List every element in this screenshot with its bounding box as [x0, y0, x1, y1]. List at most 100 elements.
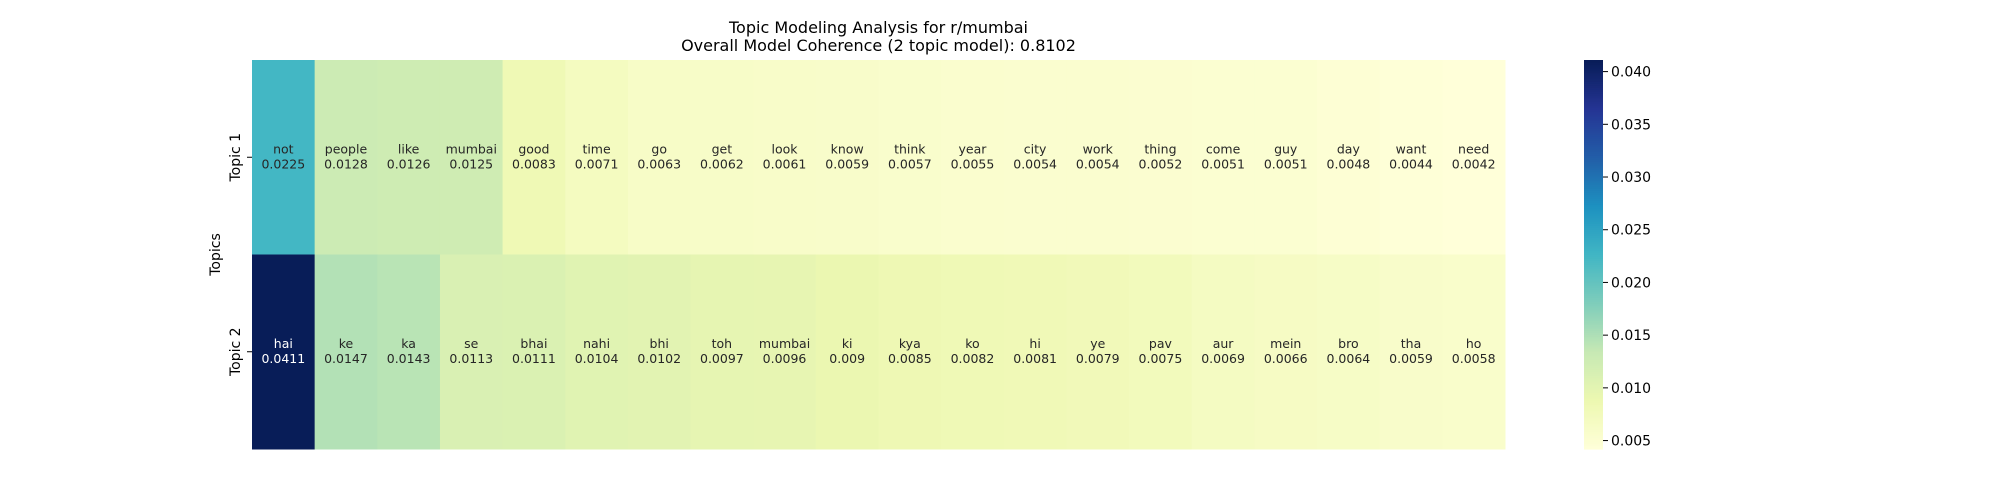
- colorbar-gradient-slice: [1584, 98, 1603, 102]
- colorbar-gradient-slice: [1584, 433, 1603, 436]
- colorbar-gradient-slice: [1584, 386, 1603, 390]
- colorbar-gradient-slice: [1584, 190, 1603, 193]
- colorbar-gradient-slice: [1584, 143, 1603, 147]
- colorbar-gradient-slice: [1584, 248, 1603, 252]
- heatmap-cell: [252, 60, 316, 255]
- colorbar-gradient-slice: [1584, 238, 1603, 242]
- colorbar-gradient-slice: [1584, 324, 1603, 328]
- colorbar-gradient-slice: [1584, 388, 1603, 392]
- colorbar-gradient-slice: [1584, 262, 1603, 265]
- cell-value-label: 0.0069: [1201, 351, 1245, 366]
- colorbar-gradient-slice: [1584, 303, 1603, 306]
- cell-word-label: pav: [1149, 336, 1173, 351]
- colorbar-gradient-slice: [1584, 211, 1603, 215]
- cell-word-label: ke: [339, 336, 354, 351]
- heatmap-cell: [815, 254, 879, 450]
- heatmap-cell: [815, 60, 879, 255]
- heatmap-cell: [1379, 254, 1443, 450]
- colorbar-gradient-slice: [1584, 198, 1603, 201]
- colorbar-gradient-slice: [1584, 108, 1603, 112]
- cell-value-label: 0.0054: [1013, 156, 1057, 171]
- heatmap-cell: [1129, 60, 1193, 255]
- cell-word-label: year: [959, 141, 988, 156]
- colorbar-gradient-slice: [1584, 412, 1603, 415]
- colorbar-gradient-slice: [1584, 369, 1603, 372]
- heatmap-cell: [439, 60, 504, 255]
- cell-word-label: work: [1083, 141, 1114, 156]
- colorbar-gradient-slice: [1584, 283, 1603, 287]
- cell-value-label: 0.0058: [1452, 351, 1496, 366]
- cell-word-label: know: [831, 141, 864, 156]
- colorbar-gradient-slice: [1584, 291, 1603, 294]
- cell-word-label: city: [1024, 141, 1047, 156]
- cell-value-label: 0.0051: [1201, 156, 1245, 171]
- colorbar-gradient-slice: [1584, 310, 1603, 314]
- heatmap-cell: [377, 254, 441, 450]
- cell-value-label: 0.0071: [575, 156, 619, 171]
- colorbar-gradient-slice: [1584, 65, 1603, 69]
- colorbar-gradient-slice: [1584, 289, 1603, 293]
- colorbar-gradient-slice: [1584, 390, 1603, 394]
- heatmap-cell: [1254, 254, 1318, 450]
- colorbar-gradient-slice: [1584, 170, 1603, 174]
- heatmap-cell: [753, 254, 817, 450]
- colorbar-gradient-slice: [1584, 114, 1603, 118]
- heatmap-cell: [627, 60, 692, 255]
- colorbar-gradient-slice: [1584, 219, 1603, 223]
- cell-value-label: 0.0085: [888, 351, 932, 366]
- heatmap-cell: [1191, 60, 1255, 255]
- cell-word-label: think: [894, 141, 926, 156]
- colorbar-gradient-slice: [1584, 180, 1603, 184]
- colorbar-gradient-slice: [1584, 246, 1603, 250]
- heatmap-cell: [627, 254, 692, 450]
- colorbar-gradient-slice: [1584, 96, 1603, 100]
- colorbar-gradient-slice: [1584, 336, 1603, 339]
- heatmap-cells: not0.0225people0.0128like0.0126mumbai0.0…: [252, 60, 1506, 450]
- colorbar-gradient-slice: [1584, 145, 1603, 149]
- heatmap-cell: [252, 254, 316, 450]
- colorbar-gradient-slice: [1584, 338, 1603, 341]
- colorbar-gradient-slice: [1584, 363, 1603, 366]
- cell-value-label: 0.0083: [512, 156, 556, 171]
- cell-word-label: ki: [842, 336, 853, 351]
- colorbar-gradient-slice: [1584, 343, 1603, 347]
- colorbar-tick-label: 0.005: [1611, 434, 1651, 450]
- colorbar-gradient-slice: [1584, 305, 1603, 308]
- cell-word-label: hi: [1029, 336, 1040, 351]
- colorbar-gradient-slice: [1584, 256, 1603, 259]
- colorbar-gradient-slice: [1584, 221, 1603, 224]
- colorbar-gradient-slice: [1584, 425, 1603, 429]
- colorbar-gradient-slice: [1584, 417, 1603, 421]
- cell-value-label: 0.0104: [575, 351, 619, 366]
- colorbar-gradient-slice: [1584, 250, 1603, 254]
- colorbar-gradient-slice: [1584, 423, 1603, 427]
- colorbar-gradient-slice: [1584, 431, 1603, 435]
- cell-word-label: not: [273, 141, 294, 156]
- colorbar-gradient-slice: [1584, 147, 1603, 151]
- colorbar-gradient-slice: [1584, 89, 1603, 92]
- heatmap-cell: [565, 254, 629, 450]
- colorbar-gradient-slice: [1584, 347, 1603, 351]
- cell-value-label: 0.0079: [1076, 351, 1120, 366]
- colorbar: 0.005 0.010 0.015 0.020 0.025 0.030 0.035 0.040: [1584, 60, 1651, 450]
- colorbar-gradient-slice: [1584, 268, 1603, 271]
- cell-value-label: 0.0048: [1327, 156, 1371, 171]
- cell-word-label: guy: [1274, 141, 1298, 156]
- colorbar-gradient-slice: [1584, 75, 1603, 79]
- cell-word-label: nahi: [583, 336, 610, 351]
- colorbar-gradient-slice: [1584, 367, 1603, 370]
- colorbar-gradient-slice: [1584, 153, 1603, 156]
- colorbar-gradient-slice: [1584, 203, 1603, 207]
- colorbar-tick-label: 0.020: [1611, 275, 1651, 291]
- colorbar-gradient-slice: [1584, 361, 1603, 365]
- colorbar-gradient-slice: [1584, 106, 1603, 110]
- colorbar-gradient-slice: [1584, 281, 1603, 285]
- cell-value-label: 0.0051: [1264, 156, 1308, 171]
- cell-word-label: toh: [712, 336, 732, 351]
- colorbar-gradient-slice: [1584, 91, 1603, 94]
- colorbar-gradient-slice: [1584, 295, 1603, 298]
- colorbar-gradient-slice: [1584, 60, 1603, 63]
- cell-value-label: 0.0128: [324, 156, 368, 171]
- colorbar-gradient-slice: [1584, 252, 1603, 256]
- cell-value-label: 0.0125: [449, 156, 493, 171]
